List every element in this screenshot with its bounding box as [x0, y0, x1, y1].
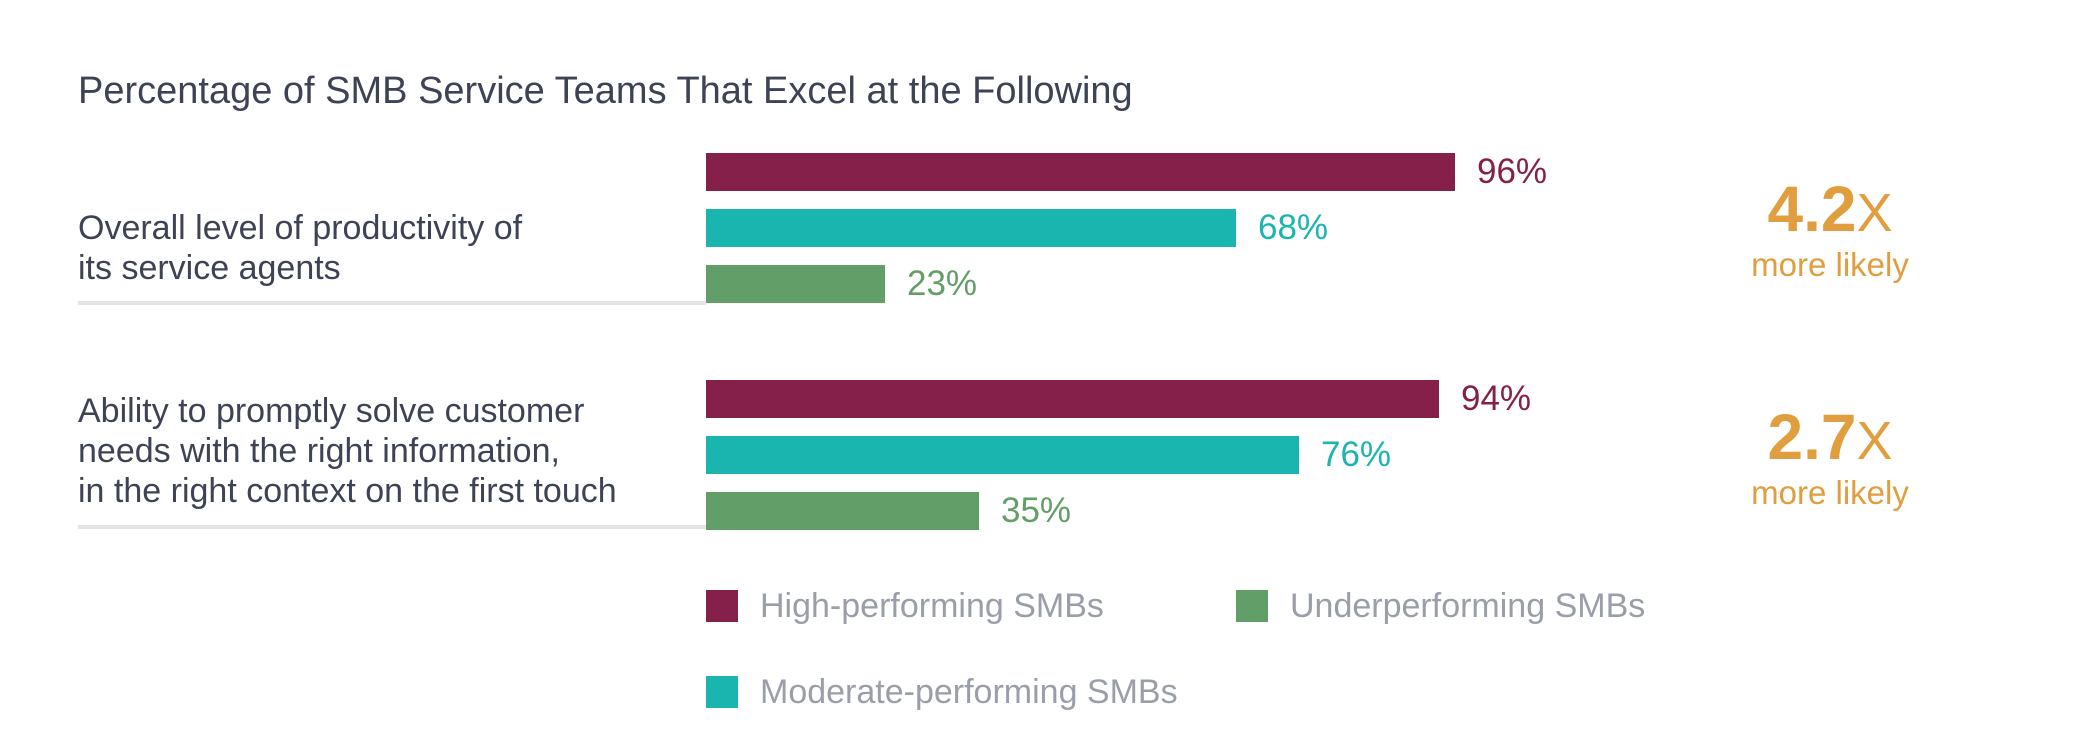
multiplier-number: 2.7	[1767, 401, 1857, 473]
category-label-line: Ability to promptly solve customer	[78, 392, 585, 430]
data-label: 68%	[1258, 208, 1329, 247]
category-label: Overall level of productivity of its serv…	[78, 208, 522, 288]
legend-swatch	[706, 590, 738, 622]
multiplier-annotation: 4.2X more likely	[1700, 176, 1960, 284]
category-label: Ability to promptly solve customer needs …	[78, 391, 617, 511]
legend-label: Underperforming SMBs	[1290, 587, 1646, 625]
multiplier-suffix: X	[1856, 411, 1893, 471]
bar-moderate-performing-smbs	[706, 436, 1299, 474]
legend-label: Moderate-performing SMBs	[760, 673, 1178, 711]
category-divider	[78, 525, 706, 529]
category-label-line: in the right context on the first touch	[78, 472, 617, 510]
category-label-line: needs with the right information,	[78, 432, 560, 470]
data-label: 23%	[907, 264, 978, 303]
data-label: 35%	[1001, 491, 1072, 530]
legend-label: High-performing SMBs	[760, 587, 1104, 625]
chart-title: Percentage of SMB Service Teams That Exc…	[78, 70, 1133, 112]
bar-underperforming-smbs	[706, 492, 979, 530]
multiplier-number: 4.2	[1767, 173, 1857, 245]
multiplier-suffix: X	[1856, 183, 1893, 243]
multiplier-text: more likely	[1751, 474, 1909, 511]
bar-high-performing-smbs	[706, 153, 1455, 191]
bar-high-performing-smbs	[706, 380, 1439, 418]
multiplier-value: 2.7X	[1700, 404, 1960, 474]
bar-moderate-performing-smbs	[706, 209, 1236, 247]
bar-underperforming-smbs	[706, 265, 885, 303]
category-label-line: its service agents	[78, 249, 341, 287]
category-label-line: Overall level of productivity of	[78, 209, 523, 247]
multiplier-text: more likely	[1751, 246, 1909, 283]
multiplier-value: 4.2X	[1700, 176, 1960, 246]
category-divider	[78, 301, 706, 305]
data-label: 94%	[1461, 379, 1532, 418]
legend-swatch	[706, 676, 738, 708]
data-label: 96%	[1477, 152, 1548, 191]
data-label: 76%	[1321, 435, 1392, 474]
multiplier-annotation: 2.7X more likely	[1700, 404, 1960, 512]
legend-swatch	[1236, 590, 1268, 622]
